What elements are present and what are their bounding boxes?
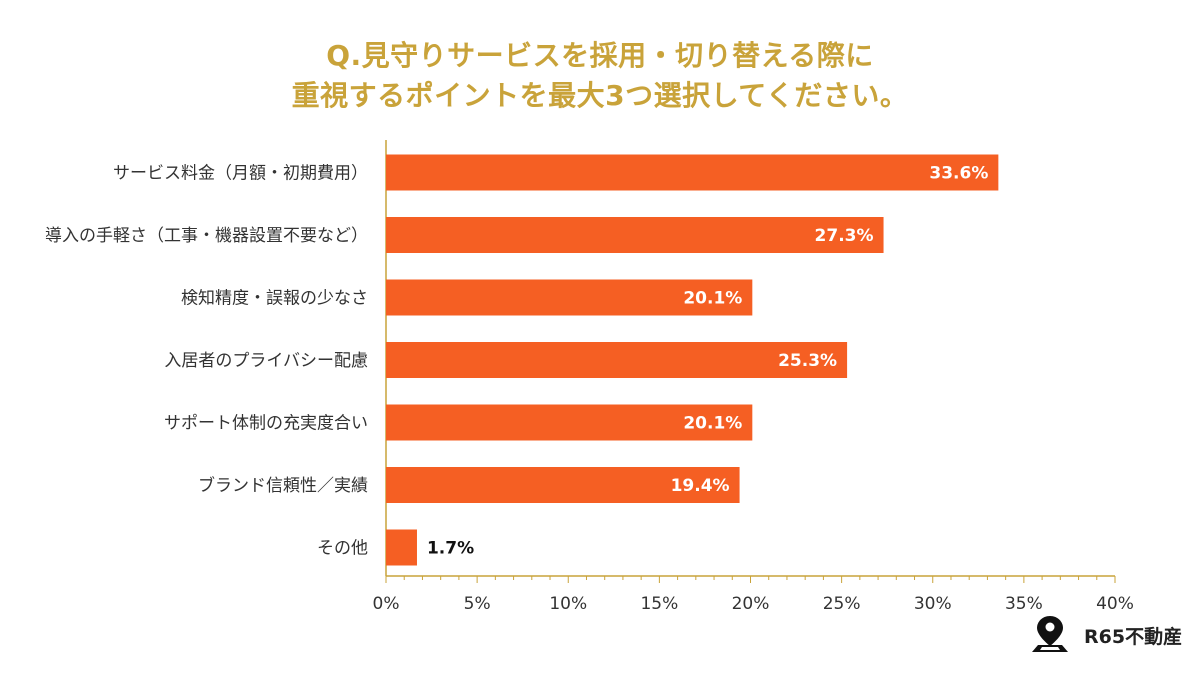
value-label-4: 25.3%: [778, 351, 837, 371]
value-label-3: 20.1%: [683, 289, 742, 309]
x-tick-label-0: 0%: [373, 594, 400, 614]
bar-6: [386, 467, 740, 503]
x-tick-label-35: 35%: [1005, 594, 1043, 614]
category-label-5: サポート体制の充実度合い: [164, 414, 368, 434]
x-tick-label-10: 10%: [549, 594, 587, 614]
value-label-5: 20.1%: [683, 414, 742, 434]
x-tick-label-20: 20%: [732, 594, 770, 614]
chart-title-line2: 重視するポイントを最大3つ選択してください。: [291, 79, 909, 112]
category-label-6: ブランド信頼性／実績: [198, 475, 368, 496]
x-tick-label-30: 30%: [914, 594, 952, 614]
bar-1: [386, 154, 999, 191]
x-tick-label-40: 40%: [1096, 594, 1134, 614]
chart-title-line1: Q.見守りサービスを採用・切り替える際に: [326, 39, 874, 72]
category-label-2: 導入の手軽さ（工事・機器設置不要など）: [45, 226, 368, 246]
value-label-6: 19.4%: [671, 476, 730, 496]
bar-4: [386, 342, 848, 378]
brand-logo: R65不動産: [1028, 612, 1188, 656]
category-label-1: サービス料金（月額・初期費用）: [113, 164, 368, 184]
category-label-4: 入居者のプライバシー配慮: [164, 351, 368, 371]
x-tick-label-5: 5%: [464, 594, 491, 614]
map-pin-icon: [1032, 616, 1068, 652]
x-tick-label-25: 25%: [823, 594, 861, 614]
bar-2: [386, 217, 884, 253]
bar-7: [386, 529, 417, 566]
value-label-1: 33.6%: [929, 164, 988, 184]
category-label-3: 検知精度・誤報の少なさ: [181, 289, 368, 309]
bar-5: [386, 404, 753, 441]
bar-3: [386, 279, 753, 316]
x-tick-label-15: 15%: [640, 594, 678, 614]
brand-name: R65不動産: [1084, 626, 1183, 648]
value-label-7: 1.7%: [427, 539, 474, 559]
category-label-7: その他: [317, 539, 368, 559]
value-label-2: 27.3%: [815, 226, 874, 246]
